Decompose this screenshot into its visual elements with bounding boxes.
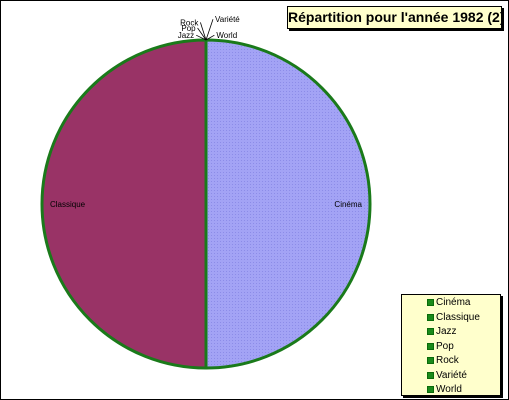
legend-item-rock: Rock [402,354,500,369]
legend-item-jazz: Jazz [402,325,500,340]
slice-classique [40,38,208,370]
legend-label: Rock [436,355,459,366]
pie-slices [40,38,372,370]
legend-label: World [436,384,462,395]
leader-line-pop [197,27,207,41]
leader-line-rock [200,22,207,41]
legend-swatch [427,328,434,335]
legend-label: Pop [436,340,454,352]
data-label-world: World [216,31,237,40]
data-label-jazz: Jazz [178,31,194,40]
legend-swatch [427,371,434,379]
leader-lines [196,19,215,41]
data-label-classique: Classique [50,200,86,209]
data-label-cinema: Cinéma [334,200,362,209]
leader-line-world [205,34,215,41]
legend-item-classique: Classique [402,311,500,326]
legend-label: Jazz [436,326,457,337]
legend-label: Variété [436,369,467,381]
data-label-rock: Rock [180,18,199,27]
legend-item-world: World [402,383,500,398]
data-label-pop: Pop [181,24,196,33]
legend-label: Cinéma [436,297,471,308]
data-label-variete: Variété [215,15,240,24]
legend-swatch [427,342,434,350]
legend-swatch [427,357,434,364]
legend-swatch [427,299,434,306]
legend-swatch [427,386,434,393]
chart-title: Répartition pour l'année 1982 (2) [287,6,505,29]
legend-item-cinema: Cinéma [402,296,500,311]
legend-swatch [427,313,434,321]
legend: Cinéma Classique Jazz Pop Rock Variété World [401,294,501,396]
leader-line-variete [205,19,214,41]
slice-cinema [204,38,372,370]
legend-label: Classique [436,311,480,323]
legend-item-pop: Pop [402,340,500,355]
leader-line-jazz [196,34,207,41]
legend-item-variete: Variété [402,369,500,384]
